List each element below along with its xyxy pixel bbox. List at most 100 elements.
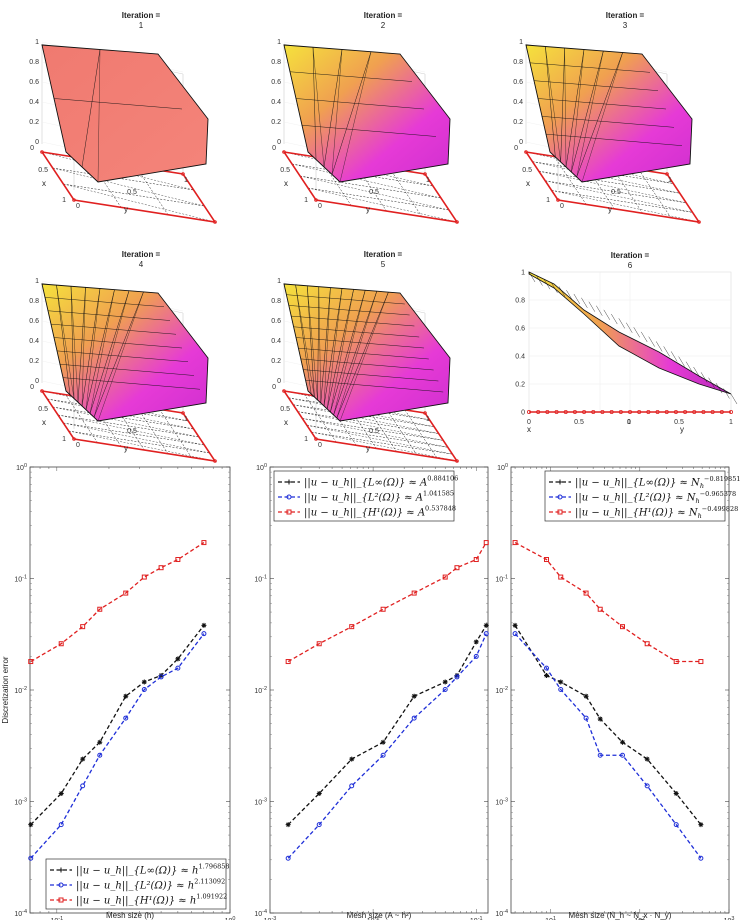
series-line-l2 [287, 633, 487, 859]
x-tick-label: 0.5 [280, 167, 290, 174]
mesh-edge [339, 292, 389, 422]
mesh-edge [295, 284, 312, 395]
y-axis-label: Discretization error [1, 656, 10, 723]
boundary-node [181, 172, 185, 176]
convergence-chart-3: 10-4 10-3 10-2 10-1 100 101 102 103 Mesh size (N… [495, 463, 740, 920]
x-tick-label: 1 [62, 436, 66, 443]
data-point-h1 [473, 557, 479, 563]
data-point-linf [512, 622, 518, 628]
z-tick-label: 0.6 [515, 326, 525, 333]
x-tick-label: 10-1 [50, 916, 63, 920]
data-point-l2 [158, 674, 164, 680]
legend-label: ||u − u_h||_{H¹(Ω)} ≈ h1.091922 [76, 893, 227, 907]
mesh-edge [326, 289, 354, 410]
data-point-linf [123, 693, 129, 699]
floor-edge [311, 431, 458, 462]
floor-edge [299, 175, 450, 211]
mesh-edge [528, 271, 536, 283]
data-point-h1 [201, 540, 207, 546]
mesh-edge [295, 284, 315, 398]
data-point-linf [349, 756, 355, 762]
y-tick-label: 0 [627, 419, 631, 426]
mesh-edge [581, 297, 588, 308]
boundary-node [314, 437, 318, 441]
panel-title: Iteration = [364, 250, 403, 259]
y-tick-label: 0.5 [369, 428, 379, 435]
y-tick-label: 1 [426, 177, 430, 184]
plot-frame [269, 466, 489, 914]
legend: ||u − u_h||_{L∞(Ω)} ≈ h1.796858||u − u_h… [45, 858, 230, 910]
series-line-linf [30, 624, 205, 826]
y-tick-label: 10-3 [254, 798, 267, 807]
data-point-linf [28, 822, 34, 828]
legend-label: ||u − u_h||_{L²(Ω)} ≈ Nh−0.965378 [575, 490, 736, 505]
floor-edge [135, 405, 169, 454]
data-point-linf [544, 672, 549, 678]
floor-edge [68, 430, 210, 454]
floor-edge [63, 183, 216, 223]
data-point-h1 [558, 574, 564, 580]
mesh-edge [97, 49, 101, 183]
x-tick-label: 0 [272, 384, 276, 391]
data-point-h1 [380, 606, 386, 612]
floor-edge [545, 180, 693, 213]
mesh-edge [81, 288, 101, 407]
data-point-l2 [512, 631, 518, 637]
legend-marker [58, 882, 64, 888]
mesh-edge [286, 294, 405, 305]
z-tick-label: 0.2 [271, 358, 281, 365]
boundary-node [665, 172, 669, 176]
mesh-edge [708, 377, 715, 388]
data-point-h1 [58, 641, 64, 647]
boundary-node [710, 409, 715, 414]
data-point-linf [483, 622, 489, 628]
mesh-edge [93, 290, 130, 418]
z-tick-label: 0.6 [29, 79, 39, 86]
mesh-edge [596, 305, 603, 316]
boundary-node [455, 459, 459, 463]
data-point-h1 [512, 540, 518, 546]
surface-mesh [53, 49, 183, 183]
x-tick-label: 1 [304, 197, 308, 204]
mesh-edge [573, 293, 581, 305]
z-tick-label: 0.2 [271, 119, 281, 126]
y-axis-label: y [124, 205, 128, 214]
panel-title: Iteration = [606, 11, 645, 20]
boundary-node [697, 220, 701, 224]
y-tick-label: 1 [426, 416, 430, 423]
boundary-node [282, 150, 286, 154]
data-point-h1 [698, 659, 704, 665]
mesh-edge [685, 361, 693, 372]
legend-label: ||u − u_h||_{L²(Ω)} ≈ h2.113092 [76, 878, 225, 892]
data-point-l2 [97, 752, 103, 758]
mesh-edge [70, 286, 75, 399]
data-point-h1 [316, 641, 322, 647]
mesh-edge [678, 356, 685, 367]
y-tick-label: 10-3 [495, 798, 508, 807]
mesh-edge [56, 350, 189, 362]
mesh-edge [97, 291, 144, 422]
x-tick-label: 1 [546, 197, 550, 204]
boundary-node [213, 220, 217, 224]
mesh-edge [611, 313, 618, 325]
z-tick-label: 0.6 [29, 318, 39, 325]
z-tick-label: 0 [519, 139, 523, 146]
mesh-edge [564, 47, 567, 168]
boundary-node [628, 409, 633, 414]
mesh-edge [571, 49, 585, 173]
mesh-edge [641, 331, 648, 343]
mesh-edge [298, 347, 429, 360]
data-point-l2 [349, 783, 355, 789]
data-point-linf [141, 679, 147, 685]
mesh-edge [330, 289, 354, 413]
legend-label: ||u − u_h||_{L∞(Ω)} ≈ Nh−0.819851 [575, 475, 740, 490]
data-point-l2 [673, 822, 679, 828]
mesh-edge [327, 288, 343, 410]
mesh-edge [47, 310, 171, 321]
z-tick-label: 1 [277, 39, 281, 46]
data-point-l2 [454, 674, 460, 680]
plot-frame [510, 466, 730, 914]
data-point-h1 [583, 590, 589, 596]
surface-panel-3: Iteration =3 0 0.2 0.4 0.6 0.8 1 0 0.5 1 x 0 0.5 1 y [513, 11, 701, 224]
